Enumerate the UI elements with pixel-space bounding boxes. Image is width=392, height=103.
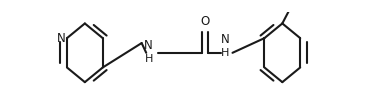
Text: N: N — [144, 39, 153, 52]
Text: H: H — [221, 48, 229, 58]
Text: N: N — [221, 33, 230, 46]
Text: N: N — [56, 32, 65, 45]
Text: H: H — [145, 54, 153, 64]
Text: O: O — [200, 15, 209, 28]
